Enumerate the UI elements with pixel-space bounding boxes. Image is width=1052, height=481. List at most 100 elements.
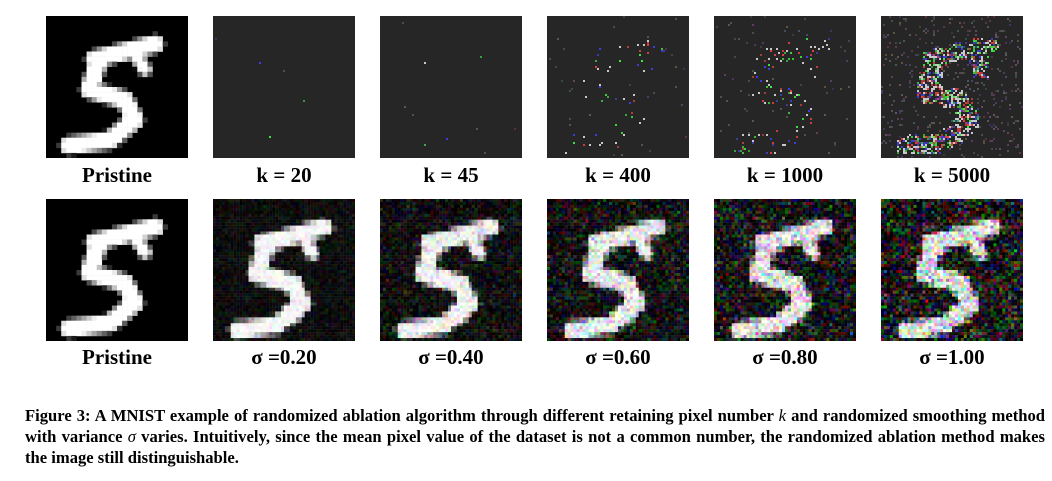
pixel: [911, 152, 913, 154]
pixel: [127, 229, 133, 235]
pixel: [913, 152, 915, 154]
pixel: [275, 207, 279, 212]
pixel: [917, 82, 919, 84]
pixel: [213, 284, 217, 288]
pixel: [967, 102, 969, 104]
pixel: [284, 296, 288, 300]
pixel: [245, 207, 249, 212]
pixel: [427, 243, 431, 247]
pixel: [301, 314, 305, 318]
pixel: [977, 118, 979, 120]
pixel: [766, 48, 768, 50]
pixel: [275, 258, 279, 262]
pixel: [754, 136, 756, 138]
pixel: [349, 255, 353, 259]
pixel: [957, 96, 959, 98]
pixel: [242, 267, 246, 271]
pixel: [286, 240, 291, 244]
pixel: [346, 278, 350, 283]
pixel: [462, 207, 466, 212]
pixel: [132, 310, 138, 316]
pixel: [337, 275, 341, 280]
pixel: [421, 201, 425, 206]
pixel: [448, 231, 452, 235]
pixel: [352, 204, 355, 209]
pixel: [122, 224, 128, 230]
pixel: [513, 249, 517, 253]
pixel: [421, 252, 425, 256]
pixel: [337, 246, 341, 250]
pixel: [483, 240, 487, 244]
pixel: [406, 249, 410, 253]
pixel: [263, 258, 267, 262]
pixel: [442, 201, 446, 206]
pixel: [945, 136, 947, 138]
pixel: [239, 272, 243, 277]
pixel: [740, 150, 742, 152]
pixel: [147, 229, 153, 235]
pixel: [236, 261, 240, 265]
pixel: [340, 231, 344, 235]
pixel: [213, 240, 217, 244]
pixel: [889, 140, 891, 142]
pixel: [1007, 150, 1009, 152]
pixel: [754, 72, 756, 74]
pixel: [933, 86, 935, 88]
pixel: [979, 74, 981, 76]
pixel: [292, 335, 297, 339]
pixel: [266, 255, 270, 259]
pixel: [985, 46, 987, 48]
pixel: [471, 207, 475, 212]
pixel: [248, 199, 252, 203]
pixel: [476, 128, 478, 130]
pixel: [96, 264, 103, 271]
pixel: [215, 287, 220, 291]
pixel: [304, 299, 308, 303]
pixel: [492, 246, 496, 250]
pixel: [931, 122, 933, 124]
pixel: [230, 326, 234, 330]
pixel: [340, 199, 344, 203]
pixel: [943, 58, 945, 60]
pixel: [132, 97, 138, 103]
pixel: [507, 255, 511, 259]
pixel: [286, 267, 291, 271]
pixel: [325, 329, 329, 333]
pixel: [762, 134, 764, 136]
pixel: [474, 225, 478, 229]
pixel: [142, 41, 148, 47]
pixel: [248, 237, 252, 241]
pixel: [295, 314, 299, 318]
pixel: [965, 134, 967, 136]
pixel: [310, 246, 314, 250]
pixel: [937, 92, 939, 94]
pixel: [111, 280, 118, 286]
pixel: [489, 225, 493, 229]
pixel: [380, 249, 384, 253]
pixel: [929, 76, 931, 78]
pixel: [316, 290, 320, 294]
pixel: [427, 246, 431, 250]
pixel: [975, 74, 977, 76]
pixel: [111, 61, 118, 68]
pixel: [242, 308, 246, 312]
pixel: [292, 320, 297, 324]
pixel: [957, 140, 959, 142]
pixel: [601, 142, 603, 144]
pixel: [257, 314, 261, 318]
pixel: [254, 329, 258, 333]
pixel: [477, 255, 481, 259]
pixel: [939, 86, 941, 88]
pixel: [492, 210, 496, 214]
pixel: [304, 234, 308, 238]
pixel: [331, 308, 335, 312]
pixel: [292, 261, 297, 265]
pixel: [307, 258, 311, 262]
pixel: [304, 338, 308, 341]
pixel: [310, 252, 314, 256]
pixel: [427, 237, 431, 241]
pixel: [951, 100, 953, 102]
pixel: [346, 293, 350, 297]
pixel: [254, 267, 258, 271]
pixel: [286, 308, 291, 312]
